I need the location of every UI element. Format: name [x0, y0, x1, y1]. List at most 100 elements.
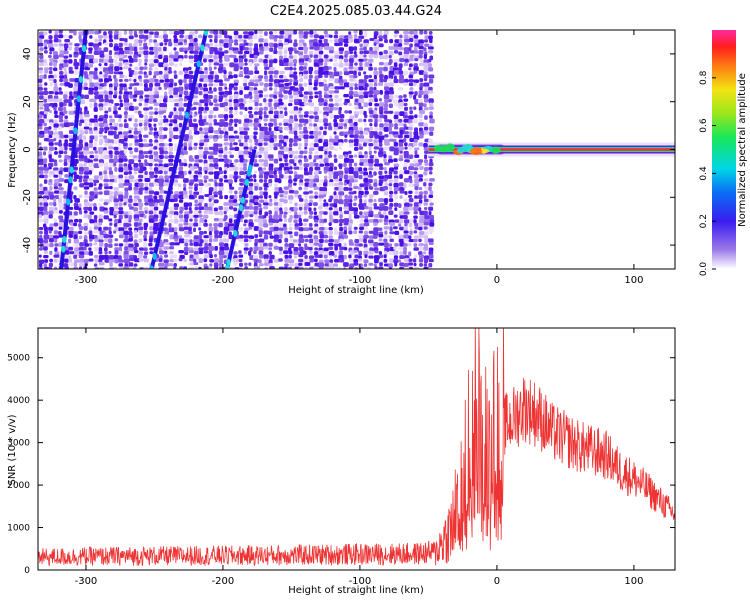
noise-cell [48, 154, 52, 159]
noise-cell [204, 122, 209, 126]
noise-cell [178, 235, 183, 239]
noise-cell [58, 43, 64, 47]
noise-cell [418, 231, 425, 236]
noise-cell [393, 34, 398, 38]
noise-cell [374, 107, 378, 111]
noise-cell [98, 171, 103, 177]
noise-cell [334, 94, 339, 99]
noise-cell [258, 159, 265, 163]
noise-cell [114, 218, 120, 224]
noise-cell [428, 198, 432, 203]
noise-cell [379, 254, 384, 259]
noise-cell [218, 143, 223, 147]
noise-cell [354, 102, 360, 106]
noise-cell [278, 126, 283, 130]
signal-band-core [428, 148, 675, 151]
noise-cell [153, 222, 160, 228]
noise-cell [319, 186, 325, 192]
noise-cell [358, 86, 364, 91]
noise-cell [53, 67, 58, 72]
noise-cell [173, 34, 178, 39]
noise-cell [389, 194, 393, 198]
noise-cell [154, 111, 158, 115]
noise-cell [403, 131, 409, 135]
noise-cell [323, 194, 327, 198]
noise-cell [429, 178, 435, 182]
noise-cell [273, 202, 280, 206]
colorbar-tick-label: 0.8 [699, 70, 709, 85]
noise-cell [383, 218, 389, 223]
noise-cell [333, 258, 340, 263]
noise-cell [343, 38, 350, 44]
noise-cell [413, 211, 418, 215]
noise-cell [383, 34, 388, 40]
noise-cell [233, 98, 239, 104]
noise-cell [154, 63, 159, 67]
spectrogram-y-label: Frequency (Hz) [7, 112, 18, 188]
figure-title: C2E4.2025.085.03.44.G24 [270, 4, 442, 19]
noise-cell [293, 142, 298, 147]
noise-cell [388, 138, 395, 142]
noise-cell [159, 95, 165, 99]
noise-cell [229, 154, 234, 159]
noise-cell [414, 191, 419, 195]
noise-cell [318, 98, 325, 103]
noise-cell [143, 50, 149, 56]
noise-cell [239, 267, 243, 269]
noise-cell [283, 50, 288, 55]
noise-cell [424, 231, 429, 236]
noise-cell [279, 250, 283, 255]
noise-cell [123, 30, 128, 35]
noise-cell [243, 94, 250, 99]
noise-cell [49, 82, 54, 87]
noise-cell [153, 195, 158, 200]
noise-cell [133, 214, 140, 220]
noise-cell [273, 134, 277, 140]
noise-cell [113, 266, 118, 269]
noise-cell [323, 211, 328, 215]
noise-cell [194, 218, 198, 223]
noise-cell [293, 214, 299, 219]
noise-cell [423, 54, 427, 60]
noise-cell [48, 179, 53, 184]
noise-cell [188, 186, 193, 190]
noise-cell [298, 211, 303, 216]
noise-cell [153, 214, 159, 219]
noise-cell [138, 127, 143, 132]
noise-cell [99, 134, 104, 138]
noise-cell [38, 114, 43, 119]
noise-cell [404, 134, 410, 139]
noise-cell [143, 174, 149, 179]
noise-cell [203, 98, 210, 103]
noise-cell [48, 262, 54, 268]
noise-cell [388, 74, 394, 80]
noise-cell [189, 50, 195, 54]
noise-cell [198, 146, 204, 150]
noise-cell [138, 39, 143, 44]
noise-cell [378, 198, 384, 203]
noise-cell [403, 198, 408, 202]
noise-cell [238, 226, 243, 232]
noise-cell [253, 34, 258, 40]
noise-cell [423, 210, 428, 216]
noise-cell [378, 67, 384, 71]
noise-cell [318, 231, 325, 235]
noise-cell [234, 190, 238, 195]
noise-cell [408, 262, 414, 266]
noise-cell [243, 99, 247, 105]
noise-cell [343, 174, 349, 180]
noise-cell [253, 58, 258, 63]
noise-cell [123, 266, 129, 269]
noise-cell [378, 38, 383, 42]
noise-cell [294, 158, 298, 164]
noise-cell [348, 139, 354, 143]
noise-cell [423, 126, 429, 131]
noise-cell [38, 254, 42, 258]
noise-cell [258, 94, 263, 98]
noise-cell [348, 102, 352, 107]
noise-cell [418, 102, 424, 107]
noise-cell [89, 135, 95, 140]
noise-cell [89, 191, 95, 196]
noise-cell [93, 98, 97, 103]
noise-cell [114, 30, 119, 36]
